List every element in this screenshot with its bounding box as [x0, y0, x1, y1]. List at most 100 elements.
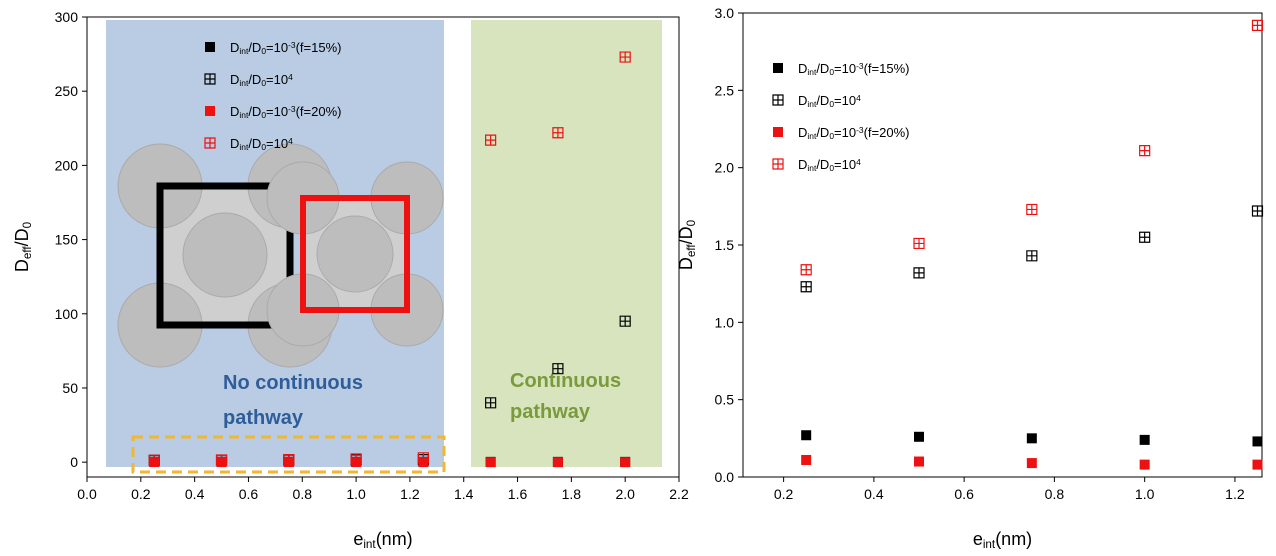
data-point — [1139, 145, 1151, 157]
legend-marker — [205, 42, 215, 52]
text-part: eff — [21, 246, 34, 260]
text-part: (f=20%) — [296, 104, 342, 119]
text-part: 0 — [261, 78, 266, 88]
legend-label: Dint/D0=10-3(f=20%) — [798, 125, 909, 141]
text-part: =10 — [266, 136, 288, 151]
series — [801, 454, 1263, 470]
data-point — [801, 454, 812, 465]
y-tick-label: 2.5 — [715, 82, 735, 98]
text-part: /D — [248, 40, 261, 55]
legend-label: Dint/D0=104 — [230, 136, 293, 152]
data-point — [800, 281, 812, 293]
x-tick-label: 0.6 — [954, 486, 974, 502]
data-point — [1252, 459, 1263, 470]
y-tick-label: 2.0 — [715, 160, 735, 176]
legend-marker — [773, 127, 783, 137]
data-point — [552, 127, 564, 139]
x-tick-label: 1.6 — [508, 486, 528, 502]
text-part: D — [230, 104, 239, 119]
cell-circle — [182, 212, 268, 298]
text-part: eff — [685, 244, 698, 258]
text-part: /D — [816, 125, 829, 140]
text-part: /D — [248, 136, 261, 151]
x-tick-label: 1.2 — [1225, 486, 1245, 502]
data-point — [1252, 436, 1263, 447]
text-part: 0 — [829, 99, 834, 109]
text-part: int — [807, 67, 817, 77]
text-part: int — [239, 142, 249, 152]
data-point — [1139, 231, 1151, 243]
text-part: 0 — [829, 163, 834, 173]
chart-panel: 0.0 0.5 1.0 1.5 2.0 2.5 3.0 0.2 0.4 0.6 0.8 1.0 1.2 e… — [676, 5, 1264, 551]
text-part: =10 — [266, 72, 288, 87]
text-part: =10 — [834, 93, 856, 108]
data-point — [1251, 205, 1264, 217]
data-point — [485, 457, 496, 468]
legend-marker — [773, 63, 783, 73]
text-part: D — [676, 257, 696, 270]
text-part: D — [798, 93, 807, 108]
data-point — [619, 51, 631, 63]
legend-label: Dint/D0=104 — [798, 157, 861, 173]
y-tick-label: 0.5 — [715, 392, 735, 408]
y-axis-label: Deff/D0 — [676, 219, 698, 270]
data-point — [350, 453, 362, 465]
series — [800, 205, 1264, 293]
plot-frame — [742, 12, 1263, 478]
text-part: /D — [816, 157, 829, 172]
unit-cell-red — [266, 161, 444, 347]
x-tick-label: 1.4 — [454, 486, 474, 502]
text-part: (f=20%) — [864, 125, 910, 140]
x-tick-label: 0.2 — [774, 486, 794, 502]
text-part: (nm) — [376, 529, 413, 549]
text-part: =10 — [266, 104, 288, 119]
annotation: No continuous — [223, 372, 363, 394]
text-part: (nm) — [995, 529, 1032, 549]
data-point — [620, 457, 631, 468]
legend-marker — [772, 94, 784, 106]
text-part: int — [807, 131, 817, 141]
text-part: (f=15%) — [864, 61, 910, 76]
y-tick-label: 0 — [70, 454, 78, 470]
legend-marker — [205, 106, 215, 116]
data-point — [1026, 458, 1037, 469]
data-point — [619, 315, 631, 327]
legend-label: Dint/D0=10-3(f=15%) — [230, 40, 341, 56]
data-point — [552, 363, 564, 375]
data-point — [1139, 459, 1150, 470]
legend-label: Dint/D0=104 — [798, 93, 861, 109]
data-point — [417, 452, 429, 464]
text-part: 4 — [856, 93, 861, 103]
x-tick-label: 0.4 — [864, 486, 884, 502]
data-point — [283, 453, 295, 466]
data-point — [1026, 250, 1038, 262]
data-point — [914, 456, 925, 467]
text-part: 0 — [829, 131, 834, 141]
x-tick-label: 1.0 — [1135, 486, 1155, 502]
text-part: 0 — [685, 219, 698, 226]
text-part: int — [807, 163, 817, 173]
text-part: 0 — [21, 221, 34, 228]
data-point — [552, 457, 563, 468]
text-part: /D — [12, 228, 32, 246]
text-part: 4 — [288, 72, 293, 82]
legend-marker — [204, 137, 216, 149]
text-part: D — [230, 40, 239, 55]
text-part: D — [798, 61, 807, 76]
annotation: pathway — [223, 407, 304, 429]
text-part: =10 — [834, 125, 856, 140]
y-tick-label: 1.5 — [715, 237, 735, 253]
series — [801, 430, 1263, 447]
text-part: int — [239, 46, 249, 56]
series — [148, 51, 631, 466]
text-part: 0 — [829, 67, 834, 77]
text-part: 0 — [261, 46, 266, 56]
plot-frame — [86, 16, 680, 478]
y-tick-label: 300 — [55, 9, 79, 25]
text-part: int — [239, 78, 249, 88]
annotation: pathway — [510, 401, 591, 423]
legend-label: Dint/D0=10-3(f=15%) — [798, 61, 909, 77]
text-part: =10 — [266, 40, 288, 55]
y-tick-label: 150 — [55, 232, 79, 248]
